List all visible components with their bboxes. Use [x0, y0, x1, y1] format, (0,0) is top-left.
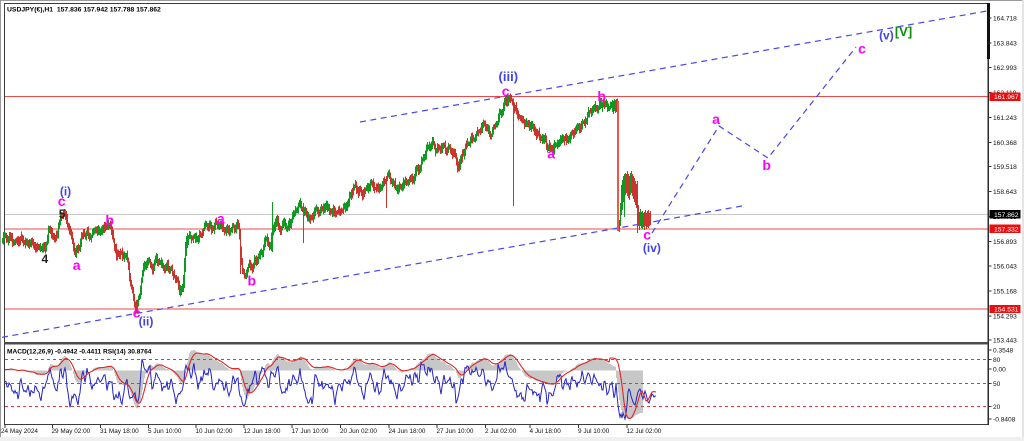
svg-text:158.643: 158.643	[993, 189, 1017, 196]
svg-text:153.443: 153.443	[993, 338, 1017, 345]
svg-text:10 Jun 02:00: 10 Jun 02:00	[196, 428, 233, 435]
svg-text:c: c	[133, 305, 141, 321]
svg-text:24 Jun 18:00: 24 Jun 18:00	[389, 428, 426, 435]
svg-text:156.043: 156.043	[993, 263, 1017, 270]
svg-text:-0.8408: -0.8408	[993, 416, 1016, 423]
svg-text:a: a	[712, 111, 720, 127]
svg-text:164.718: 164.718	[993, 16, 1017, 23]
svg-text:a: a	[73, 257, 81, 273]
svg-text:163.843: 163.843	[993, 41, 1017, 48]
svg-text:161.967: 161.967	[994, 94, 1019, 101]
svg-text:157.332: 157.332	[994, 227, 1019, 234]
svg-text:160.368: 160.368	[993, 140, 1017, 147]
svg-text:c: c	[58, 193, 66, 209]
svg-text:154.531: 154.531	[994, 307, 1019, 314]
svg-text:50: 50	[993, 381, 1001, 388]
svg-text:156.893: 156.893	[993, 239, 1017, 246]
svg-text:155.168: 155.168	[993, 288, 1017, 295]
svg-text:5 Jun 10:00: 5 Jun 10:00	[148, 428, 182, 435]
svg-text:27 Jun 10:00: 27 Jun 10:00	[437, 428, 474, 435]
svg-text:(i): (i)	[60, 184, 71, 198]
svg-text:[V]: [V]	[895, 24, 912, 39]
svg-text:0.3548: 0.3548	[993, 348, 1014, 355]
svg-text:(iii): (iii)	[499, 69, 519, 84]
svg-text:159.518: 159.518	[993, 164, 1017, 171]
svg-text:31 May 18:00: 31 May 18:00	[100, 428, 139, 435]
svg-text:4: 4	[42, 252, 49, 266]
svg-text:29 May 02:00: 29 May 02:00	[52, 428, 91, 435]
svg-text:5: 5	[59, 207, 66, 221]
svg-text:b: b	[105, 212, 114, 228]
svg-text:a: a	[547, 145, 555, 161]
svg-text:17 Jun 10:00: 17 Jun 10:00	[292, 428, 329, 435]
svg-text:161.243: 161.243	[993, 115, 1017, 122]
svg-text:b: b	[248, 272, 257, 288]
svg-text:157.862: 157.862	[994, 212, 1019, 219]
svg-text:USDJPY(€),H1 157.836 157.942: USDJPY(€),H1 157.836 157.942 157.788 157…	[7, 7, 161, 14]
svg-text:MACD(12,26,9) -0.4942 -0.4411: MACD(12,26,9) -0.4942 -0.4411 RSI(14) 30…	[7, 349, 152, 356]
svg-text:c: c	[643, 227, 651, 243]
svg-text:4 Jul 18:00: 4 Jul 18:00	[530, 428, 562, 435]
svg-text:162.993: 162.993	[993, 65, 1017, 72]
svg-text:0.00: 0.00	[993, 366, 1006, 373]
svg-text:(iv): (iv)	[643, 241, 661, 255]
svg-text:b: b	[762, 157, 771, 173]
svg-text:(v): (v)	[879, 29, 894, 43]
svg-text:24 May 2024: 24 May 2024	[1, 428, 38, 435]
svg-text:b: b	[597, 88, 606, 104]
svg-text:20: 20	[993, 404, 1001, 411]
svg-text:c: c	[858, 40, 866, 56]
svg-text:2 Jul 02:00: 2 Jul 02:00	[485, 428, 517, 435]
svg-text:(ii): (ii)	[139, 315, 154, 329]
svg-text:12 Jul 02:00: 12 Jul 02:00	[627, 428, 662, 435]
svg-text:154.293: 154.293	[993, 313, 1017, 320]
svg-text:a: a	[217, 210, 225, 226]
svg-text:20 Jun 02:00: 20 Jun 02:00	[340, 428, 377, 435]
svg-text:9 Jul 10:00: 9 Jul 10:00	[578, 428, 610, 435]
svg-text:c: c	[502, 83, 510, 99]
svg-text:80: 80	[993, 357, 1001, 364]
svg-text:12 Jun 18:00: 12 Jun 18:00	[244, 428, 281, 435]
